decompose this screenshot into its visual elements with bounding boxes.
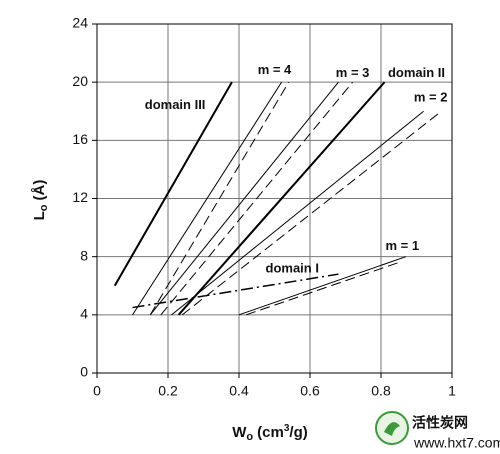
x-label-unit: (cm	[257, 424, 284, 441]
data-line	[149, 81, 290, 316]
y-tick-label: 20	[72, 73, 88, 89]
y-tick-label: 4	[80, 306, 88, 322]
y-tick-label: 24	[72, 15, 88, 31]
data-line	[149, 81, 339, 316]
x-tick-label: 1	[448, 383, 456, 399]
y-tick-label: 16	[72, 131, 88, 147]
watermark-leaf	[384, 422, 400, 436]
annotation: m = 1	[385, 238, 419, 253]
annotation: m = 2	[414, 90, 448, 105]
data-line	[132, 81, 283, 316]
y-tick-label: 8	[80, 247, 88, 263]
annotation: m = 4	[258, 62, 292, 77]
data-line	[132, 273, 339, 309]
x-label-end: /g)	[289, 424, 307, 441]
x-tick-label: 0.8	[371, 383, 391, 399]
y-tick-label: 0	[80, 364, 88, 380]
x-tick-label: 0	[93, 383, 101, 399]
x-label-sub: o	[246, 431, 253, 443]
data-line	[181, 110, 442, 316]
data-line	[160, 81, 353, 316]
annotation: domain III	[145, 97, 206, 112]
y-axis-label: Lo (Å)	[31, 180, 50, 221]
data-line	[177, 81, 386, 316]
x-tick-label: 0.4	[229, 383, 249, 399]
annotation: domain I	[266, 260, 319, 275]
data-line	[245, 262, 399, 316]
data-line	[171, 110, 424, 316]
watermark-url: www.hxt7.com	[413, 435, 500, 451]
y-tick-label: 12	[72, 189, 88, 205]
x-axis-label: Wo (cm3/g)	[232, 423, 307, 443]
x-label-main: W	[232, 424, 247, 441]
x-label-sup: 3	[284, 423, 290, 434]
y-label-main: L	[31, 211, 48, 220]
data-line	[238, 256, 407, 316]
watermark-title: 活性炭网	[412, 415, 468, 431]
y-label-sub: o	[38, 204, 50, 211]
plot-frame	[96, 23, 453, 374]
x-tick-label: 0.6	[300, 383, 320, 399]
x-tick-label: 0.2	[158, 383, 178, 399]
annotation: m = 3	[336, 65, 370, 80]
y-label-unit: (Å)	[31, 180, 48, 201]
annotation: domain II	[388, 65, 445, 80]
data-line	[113, 81, 233, 287]
watermark: 活性炭网 www.hxt7.com	[375, 411, 500, 451]
